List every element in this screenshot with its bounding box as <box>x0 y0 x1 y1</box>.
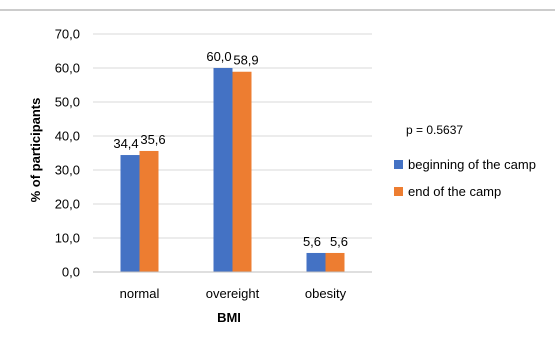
legend: beginning of the camp end of the camp <box>394 157 536 199</box>
data-label: 35,6 <box>140 132 165 147</box>
y-tick-label: 70,0 <box>55 27 80 42</box>
y-tick-label: 40,0 <box>55 129 80 144</box>
y-tick-label: 30,0 <box>55 163 80 178</box>
legend-swatch-beginning <box>394 160 403 169</box>
y-tick-label: 60,0 <box>55 61 80 76</box>
legend-label-beginning: beginning of the camp <box>408 157 536 172</box>
legend-swatch-end <box>394 187 403 196</box>
data-labels: 34,4 35,6 60,0 58,9 5,6 5,6 <box>113 49 348 249</box>
y-tick-label: 10,0 <box>55 231 80 246</box>
x-tick-label: normal <box>120 286 160 301</box>
bar <box>213 68 233 272</box>
y-tick-label: 0,0 <box>62 265 80 280</box>
data-label: 5,6 <box>303 234 321 249</box>
bar <box>325 252 345 272</box>
bar <box>306 252 326 272</box>
p-value-annotation: p = 0.5637 <box>406 123 463 137</box>
x-axis-title: BMI <box>217 310 241 325</box>
x-axis-ticks: normal overeight obesity <box>120 286 347 301</box>
data-label: 58,9 <box>233 53 258 68</box>
bar <box>139 150 159 272</box>
data-label: 5,6 <box>330 234 348 249</box>
data-label: 60,0 <box>206 49 231 64</box>
bars <box>120 68 345 273</box>
y-tick-label: 50,0 <box>55 95 80 110</box>
bar <box>232 71 252 273</box>
y-axis-ticks: 0,0 10,0 20,0 30,0 40,0 50,0 60,0 70,0 <box>55 27 80 280</box>
y-tick-label: 20,0 <box>55 197 80 212</box>
bar <box>120 155 140 272</box>
x-tick-label: obesity <box>305 286 347 301</box>
x-tick-label: overeight <box>206 286 260 301</box>
data-label: 34,4 <box>113 136 138 151</box>
y-axis-title: % of participants <box>28 98 43 203</box>
legend-label-end: end of the camp <box>408 184 501 199</box>
